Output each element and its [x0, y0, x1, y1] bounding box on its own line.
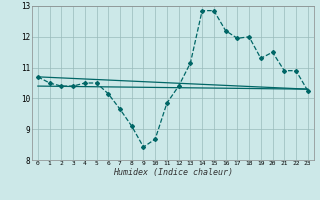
X-axis label: Humidex (Indice chaleur): Humidex (Indice chaleur) — [113, 168, 233, 177]
